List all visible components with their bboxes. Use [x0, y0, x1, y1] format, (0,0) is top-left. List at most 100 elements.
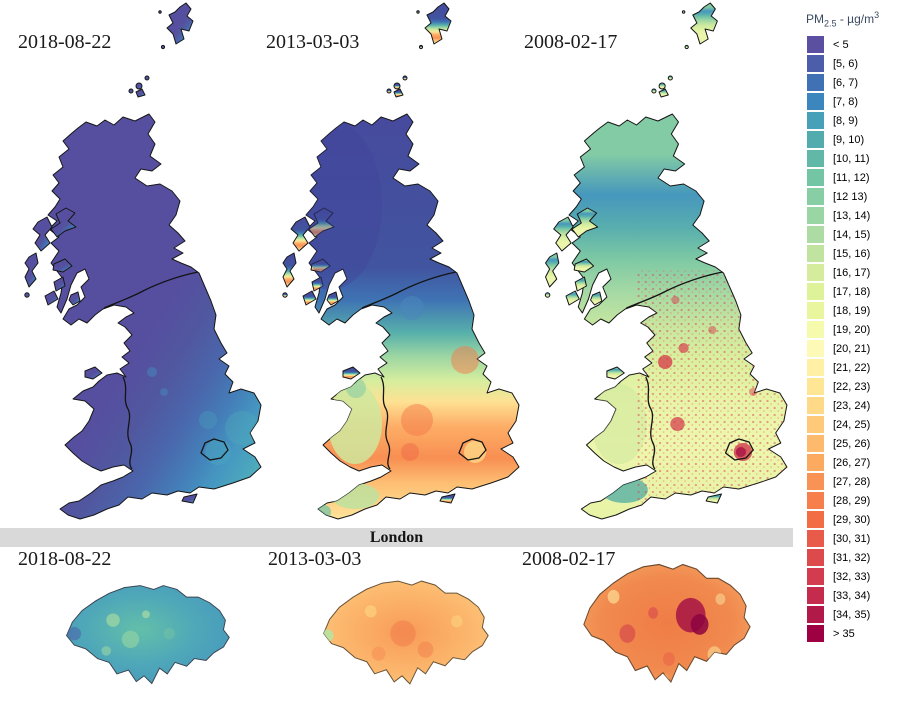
legend-entry: [11, 12)	[800, 168, 898, 187]
london-map-2018	[66, 585, 230, 685]
legend-swatch	[807, 131, 824, 149]
legend-entry-label: [14, 15)	[833, 228, 871, 241]
legend-swatch	[807, 340, 824, 358]
legend-entry: [10, 11)	[800, 149, 898, 168]
legend: PM2.5 - µg/m3 < 5 [5, 6) [6, 7) [7, 8) [8, 9…	[800, 10, 898, 643]
legend-entry-label: [6, 7)	[833, 76, 859, 89]
legend-entry-label: [24, 25)	[833, 418, 871, 431]
legend-swatch	[807, 359, 824, 377]
legend-entry-label: [7, 8)	[833, 95, 859, 108]
legend-entry: [24, 25)	[800, 415, 898, 434]
legend-entry-label: [18, 19)	[833, 304, 871, 317]
legend-swatch	[807, 321, 824, 339]
legend-entry: [16, 17)	[800, 263, 898, 282]
legend-swatch	[807, 549, 824, 567]
legend-entry: [18, 19)	[800, 301, 898, 320]
legend-swatch	[807, 150, 824, 168]
london-band: London	[0, 528, 793, 547]
legend-entry-label: [28, 29)	[833, 494, 871, 507]
legend-entry: [26, 27)	[800, 453, 898, 472]
legend-entry-label: [8, 9)	[833, 114, 859, 127]
gb-map-2008	[522, 0, 790, 528]
london-map-2008	[583, 563, 751, 683]
legend-entry: [19, 20)	[800, 320, 898, 339]
legend-entry-label: < 5	[833, 38, 849, 51]
legend-entry-label: [25, 26)	[833, 437, 871, 450]
legend-entry-label: [19, 20)	[833, 323, 871, 336]
legend-title-sub: 2.5	[824, 18, 837, 29]
legend-swatch	[807, 188, 824, 206]
legend-entry: [21, 22)	[800, 358, 898, 377]
legend-swatch	[807, 435, 824, 453]
gb-map-2013	[260, 0, 522, 528]
legend-swatch	[807, 245, 824, 263]
legend-entry: [23, 24)	[800, 396, 898, 415]
legend-entry-label: [30, 31)	[833, 532, 871, 545]
legend-entry-label: [20, 21)	[833, 342, 871, 355]
legend-swatch	[807, 416, 824, 434]
legend-entry-label: [22, 23)	[833, 380, 871, 393]
legend-entry: [34, 35)	[800, 605, 898, 624]
legend-swatch	[807, 530, 824, 548]
legend-entry-label: [21, 22)	[833, 361, 871, 374]
legend-swatch	[807, 93, 824, 111]
legend-entry: [22, 23)	[800, 377, 898, 396]
legend-swatch	[807, 302, 824, 320]
legend-entry: [6, 7)	[800, 73, 898, 92]
legend-title-mid: - µg/m	[836, 12, 875, 26]
legend-swatch	[807, 169, 824, 187]
legend-entry-label: [26, 27)	[833, 456, 871, 469]
legend-swatch	[807, 511, 824, 529]
legend-entry: [17, 18)	[800, 282, 898, 301]
legend-swatch	[807, 568, 824, 586]
legend-entry-label: [33, 34)	[833, 589, 871, 602]
legend-entry: [25, 26)	[800, 434, 898, 453]
legend-entry: [32, 33)	[800, 567, 898, 586]
legend-swatch	[807, 283, 824, 301]
legend-entry: < 5	[800, 35, 898, 54]
legend-entry: > 35	[800, 624, 898, 643]
legend-entry: [28, 29)	[800, 491, 898, 510]
legend-entry-label: > 35	[833, 627, 855, 640]
legend-entry: [31, 32)	[800, 548, 898, 567]
london-hotspots-2008	[607, 589, 726, 683]
legend-entry-label: [17, 18)	[833, 285, 871, 298]
legend-entry: [12 13)	[800, 187, 898, 206]
legend-entries: < 5 [5, 6) [6, 7) [7, 8) [8, 9) [9, 10) [10, 1…	[800, 35, 898, 643]
gb-date-label-2018: 2018-08-22	[18, 31, 112, 53]
legend-swatch	[807, 397, 824, 415]
legend-entry: [7, 8)	[800, 92, 898, 111]
london-hotspots-2018	[67, 610, 176, 656]
legend-entry-label: [34, 35)	[833, 608, 871, 621]
legend-entry: [27, 28)	[800, 472, 898, 491]
london-map-2013	[323, 580, 489, 685]
legend-entry: [5, 6)	[800, 54, 898, 73]
gb-date-label-2008: 2008-02-17	[524, 31, 618, 53]
legend-swatch	[807, 226, 824, 244]
legend-swatch	[807, 264, 824, 282]
legend-entry-label: [27, 28)	[833, 475, 871, 488]
legend-entry: [13, 14)	[800, 206, 898, 225]
gb-date-label-2013: 2013-03-03	[266, 31, 360, 53]
legend-swatch	[807, 36, 824, 54]
legend-swatch	[807, 492, 824, 510]
legend-swatch	[807, 378, 824, 396]
legend-title: PM2.5 - µg/m3	[806, 10, 898, 28]
legend-entry: [33, 34)	[800, 586, 898, 605]
legend-entry: [15, 16)	[800, 244, 898, 263]
legend-swatch	[807, 55, 824, 73]
legend-title-prefix: PM	[806, 12, 824, 26]
legend-entry-label: [9, 10)	[833, 133, 865, 146]
london-band-label: London	[369, 529, 424, 546]
legend-entry: [8, 9)	[800, 111, 898, 130]
legend-swatch	[807, 454, 824, 472]
legend-swatch	[807, 587, 824, 605]
legend-entry: [29, 30)	[800, 510, 898, 529]
legend-entry-label: [23, 24)	[833, 399, 871, 412]
london-date-label-2018: 2018-08-22	[18, 548, 112, 570]
legend-swatch	[807, 74, 824, 92]
legend-entry-label: [11, 12)	[833, 171, 870, 184]
gb-map-2018	[2, 0, 264, 528]
legend-title-sup: 3	[874, 10, 880, 20]
